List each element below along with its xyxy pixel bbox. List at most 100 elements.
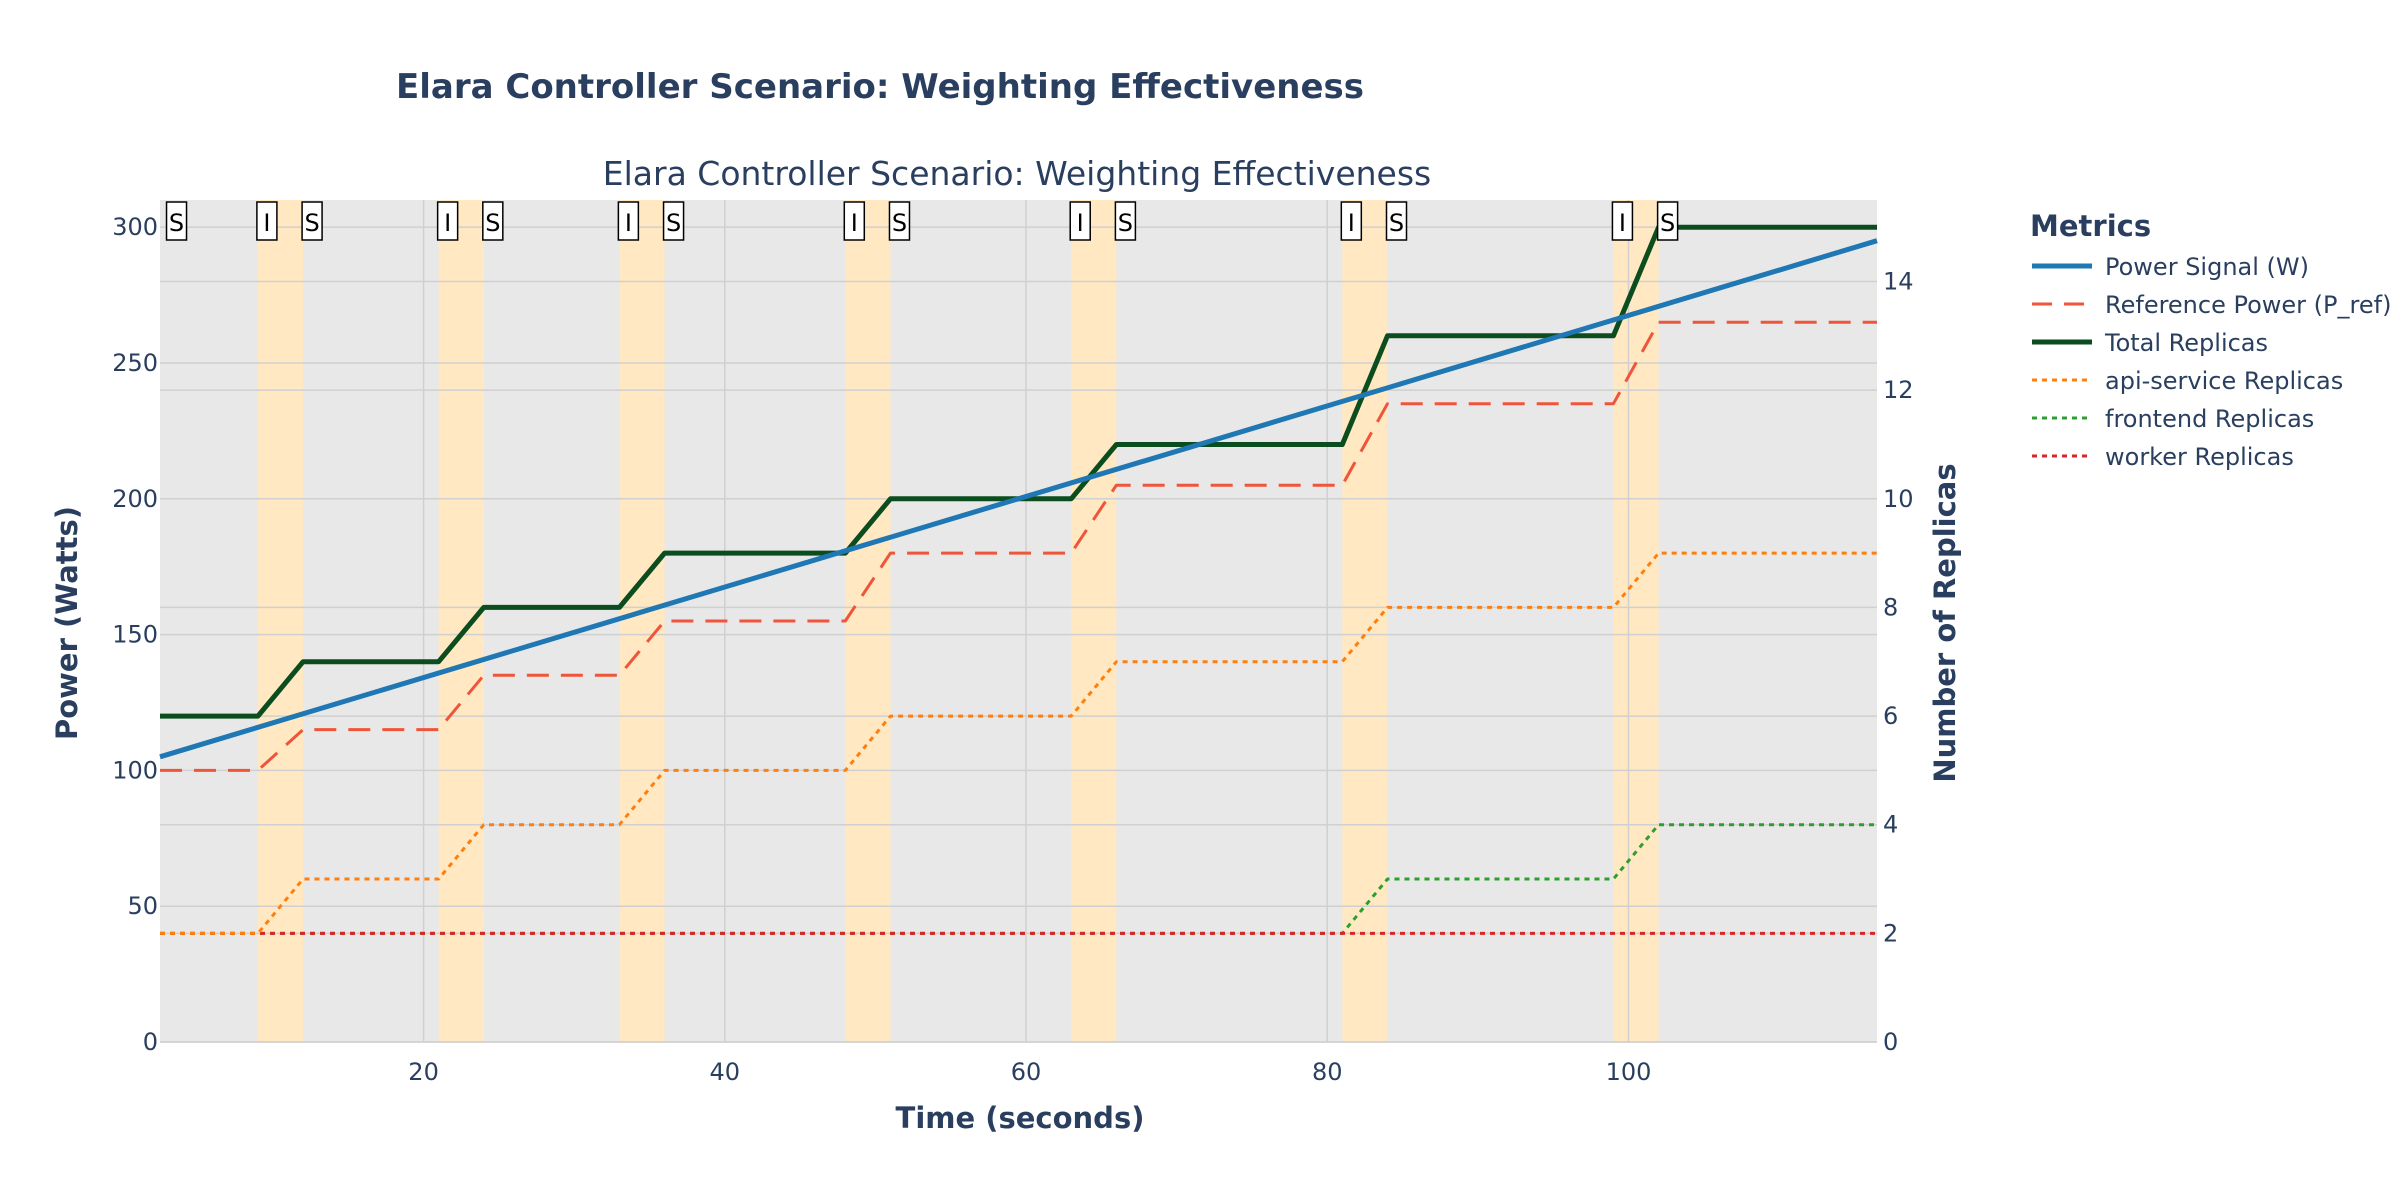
event-marker-label: S (1389, 209, 1404, 237)
chart-subtitle: Elara Controller Scenario: Weighting Eff… (603, 154, 1431, 193)
event-marker-box (256, 201, 278, 241)
event-marker-7: I (843, 201, 866, 241)
event-marker-box (301, 201, 323, 241)
left-y-axis-title: Power (Watts) (50, 506, 84, 740)
left-y-tick-label: 50 (127, 892, 158, 920)
left-y-tick-label: 300 (112, 213, 158, 241)
event-marker-box (617, 201, 640, 241)
chart-title: Elara Controller Scenario: Weighting Eff… (396, 67, 1364, 107)
event-marker-box (1114, 201, 1137, 241)
right-y-tick-label: 0 (1883, 1028, 1898, 1056)
event-marker-6: S (662, 201, 685, 241)
event-marker-box (1385, 201, 1408, 241)
event-marker-label: S (1660, 209, 1675, 237)
event-marker-box (843, 201, 866, 241)
legend-item-0[interactable]: Power Signal (W) (2032, 253, 2309, 281)
left-y-tick-label: 150 (112, 621, 158, 649)
series-line-1 (160, 320, 1877, 772)
legend-label: Power Signal (W) (2105, 253, 2309, 281)
right-y-tick-label: 4 (1883, 811, 1898, 839)
event-marker-label: I (625, 209, 632, 237)
right-y-tick-label: 6 (1883, 702, 1898, 730)
right-y-axis-title: Number of Replicas (1928, 463, 1962, 782)
shaded-regions (257, 200, 1659, 1042)
series-line-3 (160, 551, 1877, 935)
event-marker-5: I (617, 201, 640, 241)
event-marker-label: I (1348, 209, 1355, 237)
event-marker-label: S (304, 209, 319, 237)
right-y-tick-label: 8 (1883, 593, 1898, 621)
event-marker-box (165, 201, 188, 241)
event-marker-1: I (256, 201, 278, 241)
legend-label: api-service Replicas (2105, 367, 2343, 395)
x-tick-label: 20 (408, 1058, 439, 1086)
event-marker-4: S (482, 201, 504, 241)
legend-item-1[interactable]: Reference Power (P_ref) (2032, 291, 2391, 319)
left-y-tick-label: 200 (112, 485, 158, 513)
left-y-tick-label: 0 (143, 1028, 158, 1056)
event-marker-label: S (666, 209, 681, 237)
event-marker-12: S (1385, 201, 1408, 241)
legend-label: Total Replicas (2104, 329, 2268, 357)
legend-item-5[interactable]: worker Replicas (2032, 443, 2294, 471)
event-marker-label: I (263, 209, 270, 237)
x-axis-title: Time (seconds) (896, 1101, 1145, 1135)
event-marker-box (888, 201, 911, 241)
shaded-region-6 (1613, 200, 1659, 1042)
event-marker-9: I (1069, 201, 1091, 241)
event-marker-2: S (301, 201, 323, 241)
left-y-axis-ticks: 0 50 100 150 200 250 300 (112, 213, 158, 1056)
x-tick-label: 40 (710, 1058, 741, 1086)
series-line-0 (159, 238, 1878, 760)
shaded-region-1 (438, 200, 484, 1042)
legend-item-4[interactable]: frontend Replicas (2032, 405, 2314, 433)
event-marker-8: S (888, 201, 911, 241)
series-lines (159, 224, 1878, 935)
right-y-tick-label: 12 (1883, 376, 1914, 404)
right-y-tick-label: 2 (1883, 919, 1898, 947)
x-axis-ticks: 20 40 60 80 100 (408, 1058, 1651, 1086)
event-marker-box (1340, 201, 1363, 241)
event-marker-box (1611, 201, 1634, 241)
shaded-region-0 (257, 200, 304, 1042)
event-marker-3: I (436, 201, 459, 241)
legend-title: Metrics (2030, 209, 2151, 243)
right-y-tick-label: 10 (1883, 485, 1914, 513)
event-marker-label: S (485, 209, 500, 237)
shaded-region-4 (1071, 200, 1117, 1042)
event-marker-label: S (1118, 209, 1133, 237)
right-y-axis-ticks: 0 2 4 6 8 10 12 14 (1883, 267, 1914, 1056)
legend: Metrics Power Signal (W) Reference Power … (2030, 209, 2391, 471)
event-marker-box (436, 201, 459, 241)
shaded-region-2 (619, 200, 665, 1042)
event-marker-10: S (1114, 201, 1137, 241)
x-tick-label: 60 (1011, 1058, 1042, 1086)
series-line-2 (160, 224, 1877, 719)
event-marker-0: S (165, 201, 188, 241)
x-tick-label: 80 (1312, 1058, 1343, 1086)
event-marker-13: I (1611, 201, 1634, 241)
right-y-tick-label: 14 (1883, 267, 1914, 295)
left-y-tick-label: 100 (112, 756, 158, 784)
event-marker-label: I (1077, 209, 1084, 237)
event-marker-label: I (444, 209, 451, 237)
event-marker-label: S (892, 209, 907, 237)
legend-label: worker Replicas (2105, 443, 2294, 471)
x-tick-label: 100 (1606, 1058, 1652, 1086)
legend-label: frontend Replicas (2105, 405, 2314, 433)
shaded-region-5 (1342, 200, 1388, 1042)
legend-item-3[interactable]: api-service Replicas (2032, 367, 2343, 395)
left-y-tick-label: 250 (112, 349, 158, 377)
event-marker-box (1069, 201, 1091, 241)
event-marker-label: I (851, 209, 858, 237)
legend-items: Power Signal (W) Reference Power (P_ref) T… (2032, 253, 2391, 471)
event-marker-box (482, 201, 504, 241)
event-marker-box (1656, 201, 1679, 241)
legend-label: Reference Power (P_ref) (2105, 291, 2391, 319)
event-marker-11: I (1340, 201, 1363, 241)
event-marker-box (662, 201, 685, 241)
legend-item-2[interactable]: Total Replicas (2032, 329, 2268, 357)
event-marker-14: S (1656, 201, 1679, 241)
